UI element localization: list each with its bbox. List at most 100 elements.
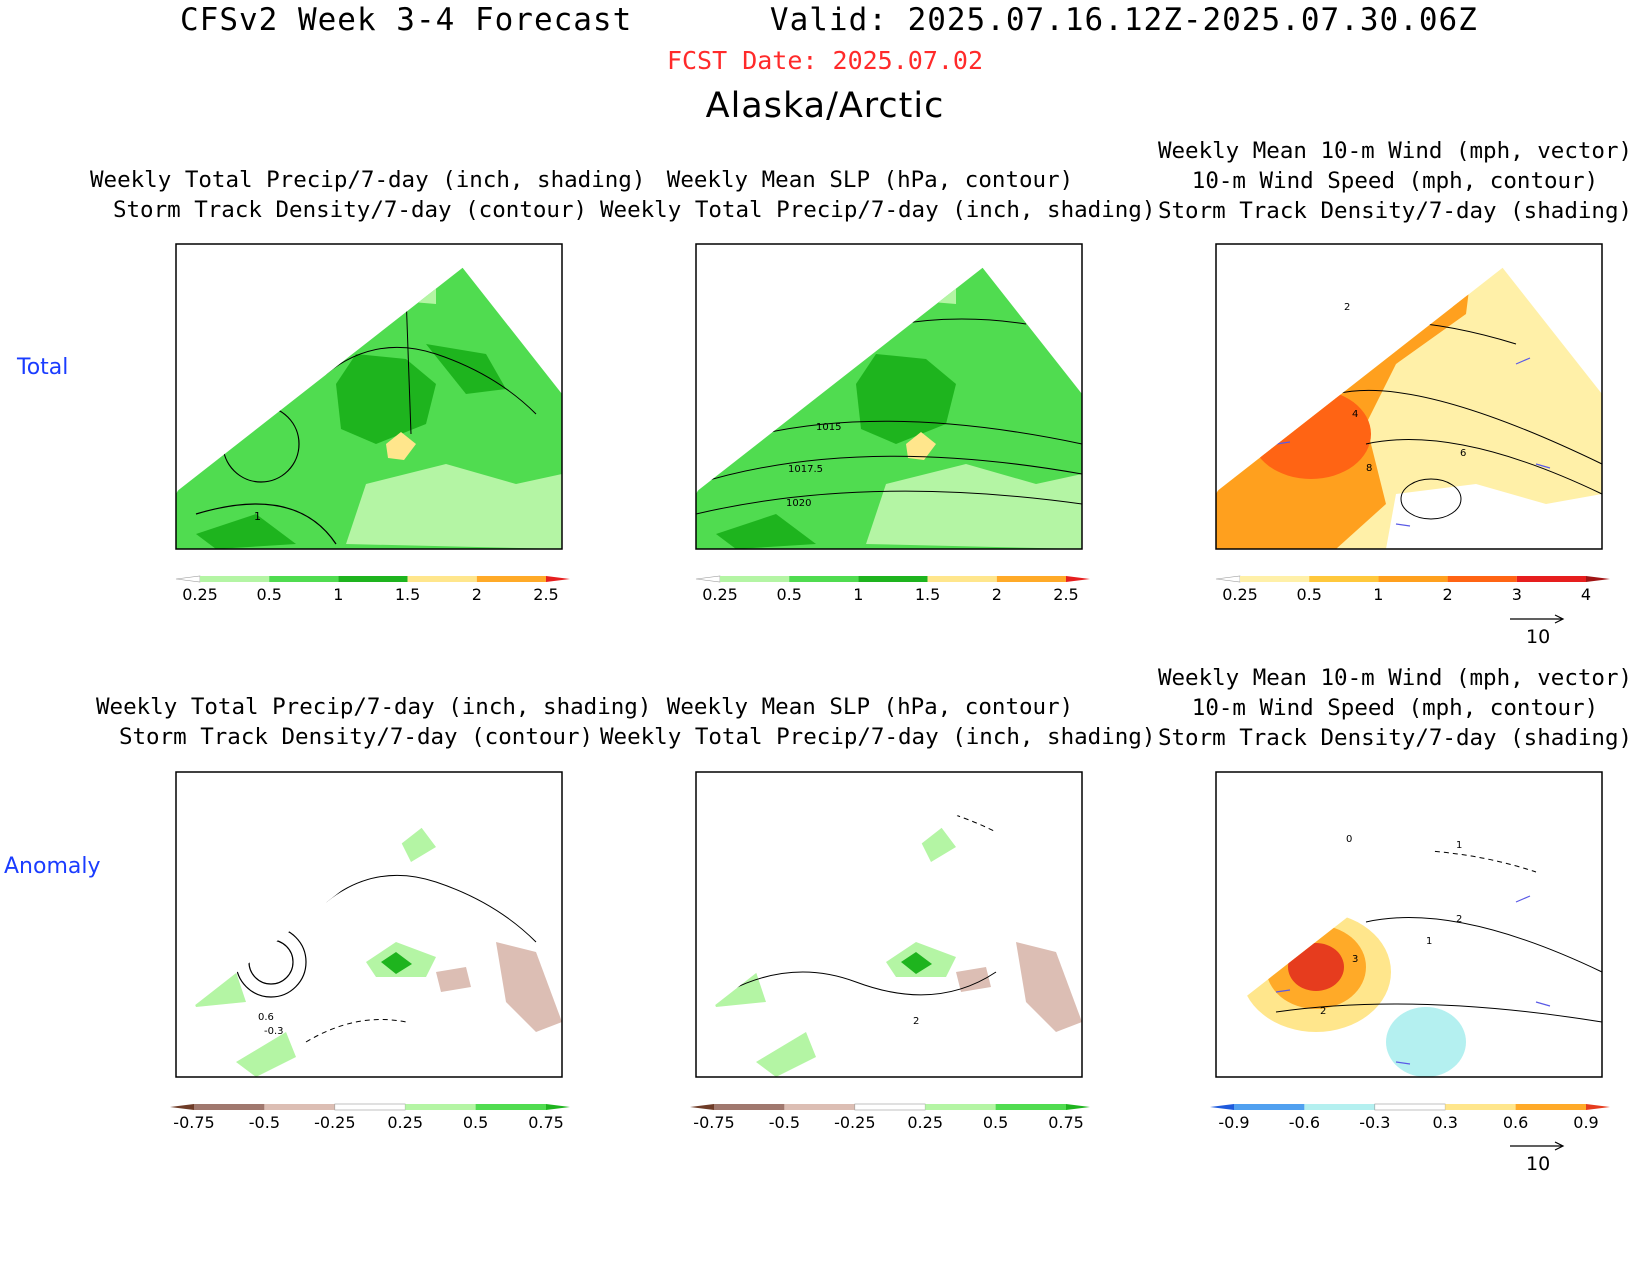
colorbar-tick-label: 2 — [992, 585, 1002, 604]
contour-label: 0 — [1346, 834, 1352, 845]
row-label-anomaly: Anomaly — [4, 854, 101, 879]
precip-moderate-sw — [196, 514, 296, 549]
map-anom-wind: 0 1 2 1 3 2 — [1215, 764, 1603, 1078]
colorbar-segment — [1586, 576, 1610, 582]
precip-anomaly-wet — [396, 827, 436, 862]
colorbar-segment — [546, 576, 570, 582]
storm-track-contour — [248, 939, 294, 985]
panel-title-anom-wind: Weekly Mean 10-m Wind (mph, vector) 10-m … — [1140, 663, 1650, 753]
colorbar-segment — [858, 576, 928, 582]
contour-label: 8 — [1366, 463, 1372, 474]
reference-vector-total: 10 — [1510, 614, 1565, 648]
precip-moderate-sw — [716, 514, 816, 549]
colorbar-tick-label: 0.5 — [1296, 585, 1321, 604]
colorbar-precip-total-1: 0.25 0.5 1 1.5 2 2.5 — [175, 575, 570, 604]
panel-title-anom-slp: Weekly Mean SLP (hPa, contour) Weekly Tot… — [600, 692, 1155, 752]
precip-light-north — [816, 236, 956, 314]
colorbar-precip-anom-2: -0.75 -0.5 -0.25 0.25 0.5 0.75 — [690, 1103, 1090, 1132]
colorbar-tick-label: 0.3 — [1432, 1113, 1457, 1132]
wind-speed-contour — [1365, 917, 1603, 973]
colorbar-segment — [338, 576, 408, 582]
storm-low-south — [1386, 484, 1602, 549]
contour-label: 1 — [1426, 936, 1432, 947]
colorbar-precip-total-2: 0.25 0.5 1 1.5 2 2.5 — [695, 575, 1090, 604]
colorbar-segment — [714, 1104, 785, 1110]
colorbar-segment — [475, 1104, 546, 1110]
colorbar-tick-label: 0.75 — [528, 1113, 564, 1132]
storm-anom-positive-core — [1288, 943, 1344, 991]
precip-anomaly-wet-core — [901, 952, 932, 974]
colorbar-tick-label: 1.5 — [395, 585, 420, 604]
colorbar-precip-anom-1: -0.75 -0.5 -0.25 0.25 0.5 0.75 — [170, 1103, 570, 1132]
map-frame — [1215, 771, 1603, 1078]
colorbar-storm-total: 0.25 0.5 1 2 3 4 — [1215, 575, 1610, 604]
main-title: CFSv2 Week 3-4 Forecast Valid: 2025.07.1… — [180, 2, 1478, 38]
precip-moderate-east — [426, 344, 506, 394]
map-anom-slp: 2 — [695, 771, 1083, 1078]
colorbar-tick-label: 1 — [1373, 585, 1383, 604]
colorbar-tick-label: 0.75 — [1048, 1113, 1084, 1132]
colorbar-tick-label: 4 — [1581, 585, 1591, 604]
colorbar-segment — [784, 1104, 855, 1110]
colorbar-segment — [269, 576, 339, 582]
wind-speed-contour — [1335, 849, 1537, 873]
slp-isobar — [795, 800, 997, 833]
colorbar-tick-label: 0.25 — [182, 585, 218, 604]
panel-title-line: 10-m Wind Speed (mph, contour) — [1191, 168, 1599, 194]
contour-label: 1 — [1456, 840, 1462, 851]
colorbar-segment — [1445, 1104, 1516, 1110]
precip-anomaly-dry — [496, 942, 562, 1032]
slp-isobar — [696, 971, 997, 1013]
contour-label: -0.3 — [264, 1026, 284, 1037]
precip-anomaly-wet — [706, 972, 766, 1007]
precip-anomaly-wet — [916, 827, 956, 862]
colorbar-segment — [927, 576, 997, 582]
colorbar-segment — [1240, 576, 1310, 582]
precip-anomaly-wet-core — [381, 952, 412, 974]
panel-title-line: Storm Track Density/7-day (shading) — [1157, 198, 1633, 224]
row-label-total: Total — [17, 355, 69, 380]
colorbar-segment — [1309, 576, 1379, 582]
colorbar-tick-label: 2.5 — [1053, 585, 1078, 604]
colorbar-segment — [695, 575, 721, 583]
colorbar-segment — [194, 1104, 265, 1110]
colorbar-tick-label: 0.25 — [702, 585, 738, 604]
colorbar-tick-label: 3 — [1512, 585, 1522, 604]
precip-anomaly-dry — [436, 967, 471, 992]
map-total-precip: 1 — [175, 236, 563, 550]
colorbar-tick-label: -0.9 — [1218, 1113, 1249, 1132]
precip-anomaly-wet — [756, 1032, 816, 1077]
colorbar-tick-label: 2 — [472, 585, 482, 604]
map-frame — [175, 771, 563, 1078]
contour-label: 6 — [1460, 448, 1466, 459]
contour-label: 0.6 — [258, 1012, 274, 1023]
reference-vector-label: 10 — [1526, 626, 1550, 648]
precip-light-south — [346, 464, 562, 549]
colorbar-tick-label: 1 — [333, 585, 343, 604]
storm-track-contour — [235, 926, 307, 998]
colorbar-tick-label: 0.5 — [983, 1113, 1008, 1132]
panel-title-total-slp: Weekly Mean SLP (hPa, contour) Weekly Tot… — [600, 165, 1156, 225]
panel-title-line: Weekly Mean 10-m Wind (mph, vector) — [1157, 665, 1633, 691]
colorbar-tick-label: -0.75 — [693, 1113, 734, 1132]
colorbar-tick-label: 2.5 — [533, 585, 558, 604]
colorbar-segment — [789, 576, 859, 582]
precip-anomaly-dry — [1016, 942, 1082, 1032]
panel-title-line: Weekly Mean 10-m Wind (mph, vector) — [1157, 138, 1633, 164]
map-total-slp: 1015 1017.5 1020 — [695, 236, 1083, 550]
colorbar-tick-label: -0.25 — [314, 1113, 355, 1132]
panel-title-line: Weekly Total Precip/7-day (inch, shading… — [600, 197, 1156, 223]
colorbar-tick-label: 0.25 — [1222, 585, 1258, 604]
colorbar-tick-label: -0.6 — [1289, 1113, 1320, 1132]
precip-anomaly-dry — [956, 967, 991, 992]
contour-label: 2 — [1456, 914, 1462, 925]
coastline-outline — [325, 874, 537, 943]
reference-vector-anomaly: 10 — [1510, 1141, 1565, 1175]
colorbar-tick-label: -0.25 — [834, 1113, 875, 1132]
colorbar-segment — [1304, 1104, 1375, 1110]
colorbar-segment — [995, 1104, 1066, 1110]
map-total-wind: 2 4 8 6 — [1215, 236, 1603, 550]
contour-label: 2 — [1344, 302, 1350, 313]
forecast-date: FCST Date: 2025.07.02 — [666, 46, 984, 75]
